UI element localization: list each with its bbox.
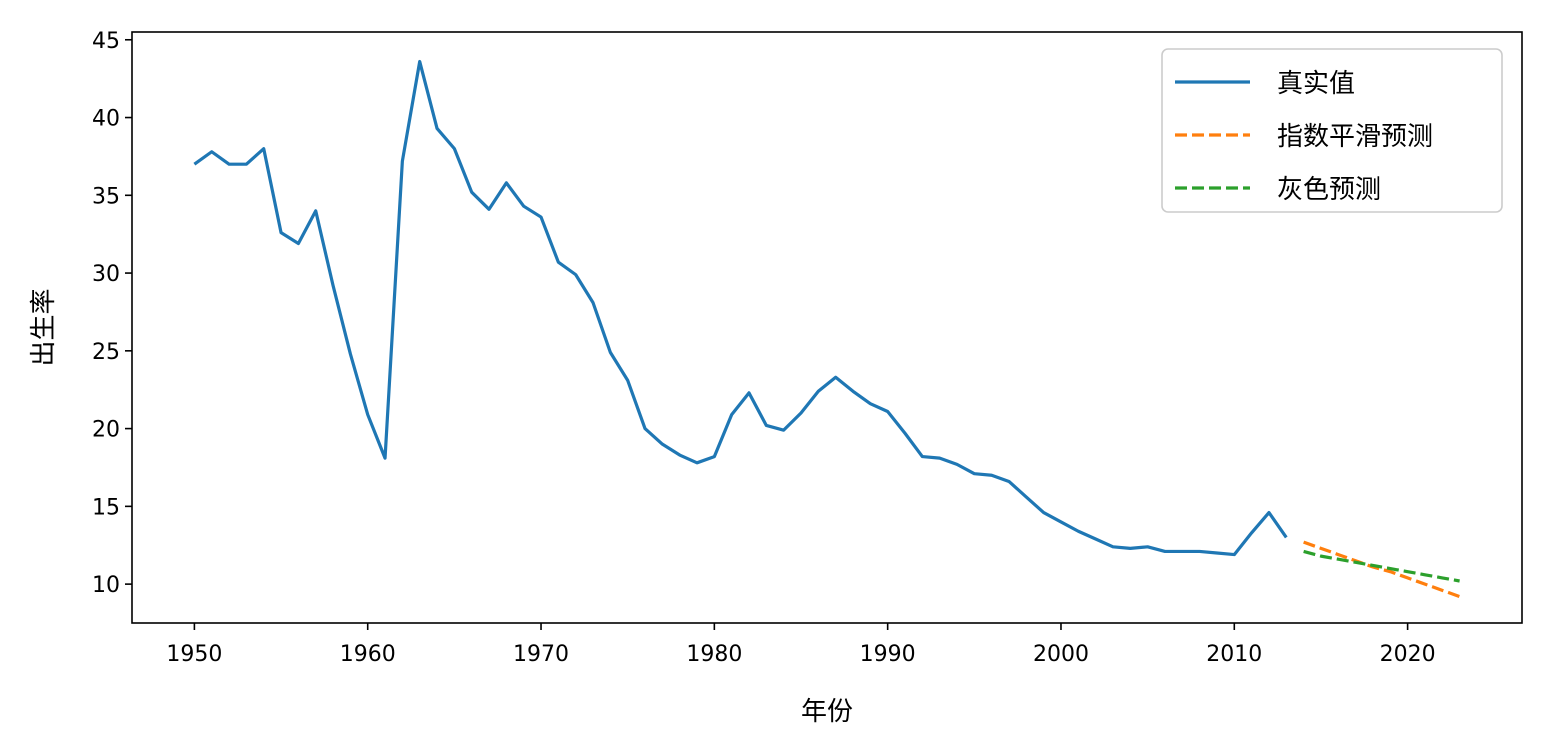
x-axis-label: 年份	[801, 697, 853, 727]
y-tick-label: 15	[92, 495, 120, 520]
x-tick-label: 2010	[1206, 642, 1262, 667]
legend-label-1: 指数平滑预测	[1277, 122, 1433, 152]
y-axis: 10 15 20 25 30 35 40 45	[92, 29, 132, 598]
y-tick-label: 45	[92, 29, 120, 54]
y-tick-label: 10	[92, 573, 120, 598]
x-tick-label: 1980	[686, 642, 742, 667]
y-axis-label: 出生率	[29, 288, 59, 366]
x-tick-label: 2020	[1380, 642, 1436, 667]
legend-label-0: 真实值	[1277, 69, 1355, 99]
legend-box	[1161, 48, 1503, 213]
x-tick-label: 1990	[860, 642, 916, 667]
x-tick-label: 1950	[166, 642, 222, 667]
x-tick-label: 1970	[513, 642, 569, 667]
legend-label-2: 灰色预测	[1277, 175, 1381, 205]
series-line-2	[1303, 549, 1460, 583]
y-tick-label: 20	[92, 418, 120, 443]
y-tick-label: 30	[92, 262, 120, 287]
y-tick-label: 40	[92, 107, 120, 132]
y-tick-label: 25	[92, 340, 120, 365]
series-line-1	[1303, 540, 1461, 599]
x-axis: 1950 1960 1970 1980 1990 2000 2010 2020	[166, 623, 1436, 667]
plot-frame	[131, 31, 1523, 624]
x-tick-label: 2000	[1033, 642, 1089, 667]
series-line-0	[193, 59, 1288, 557]
x-tick-label: 1960	[340, 642, 396, 667]
plot-area	[193, 59, 1461, 599]
y-tick-label: 35	[92, 184, 120, 209]
